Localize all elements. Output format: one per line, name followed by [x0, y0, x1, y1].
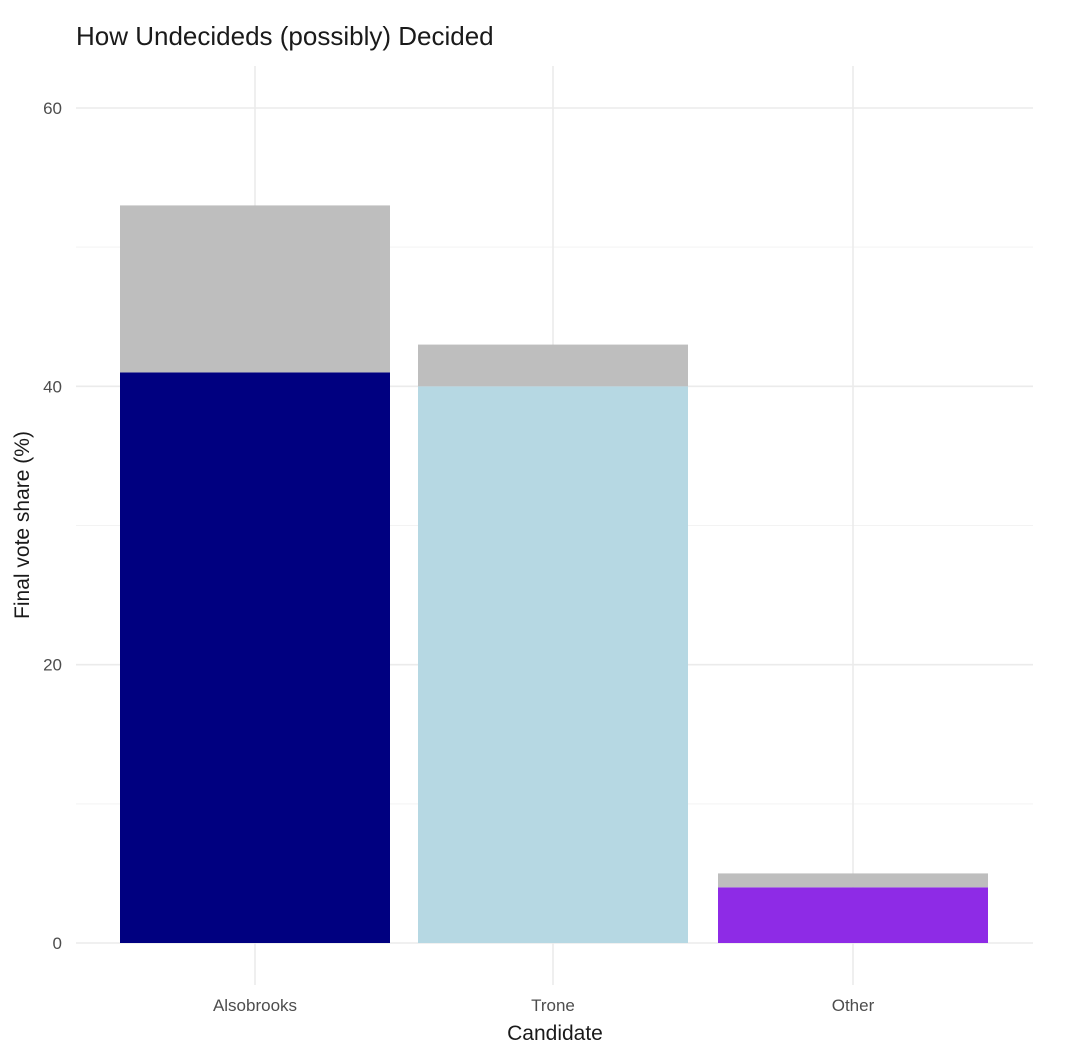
- x-tick-label: Alsobrooks: [213, 996, 297, 1015]
- y-tick-labels: 0 20 40 60: [43, 99, 62, 953]
- x-tick-labels: Alsobrooks Trone Other: [213, 996, 875, 1015]
- y-tick-label: 20: [43, 656, 62, 675]
- bar-trone-segment-2: [418, 344, 688, 387]
- x-tick-label: Trone: [531, 996, 575, 1015]
- bars: [120, 205, 988, 944]
- x-tick-label: Other: [832, 996, 875, 1015]
- y-axis-title: Final vote share (%): [11, 431, 34, 619]
- chart-title: How Undecideds (possibly) Decided: [76, 21, 494, 51]
- bar-alsobrooks-segment-2: [120, 205, 390, 373]
- y-tick-label: 60: [43, 99, 62, 118]
- y-tick-label: 40: [43, 377, 62, 396]
- bar-trone-segment-1: [418, 386, 688, 943]
- bar-other-segment-1: [718, 887, 988, 943]
- y-tick-label: 0: [53, 934, 62, 953]
- bar-other-segment-2: [718, 873, 988, 888]
- x-axis-title: Candidate: [507, 1022, 603, 1045]
- bar-alsobrooks-segment-1: [120, 372, 390, 944]
